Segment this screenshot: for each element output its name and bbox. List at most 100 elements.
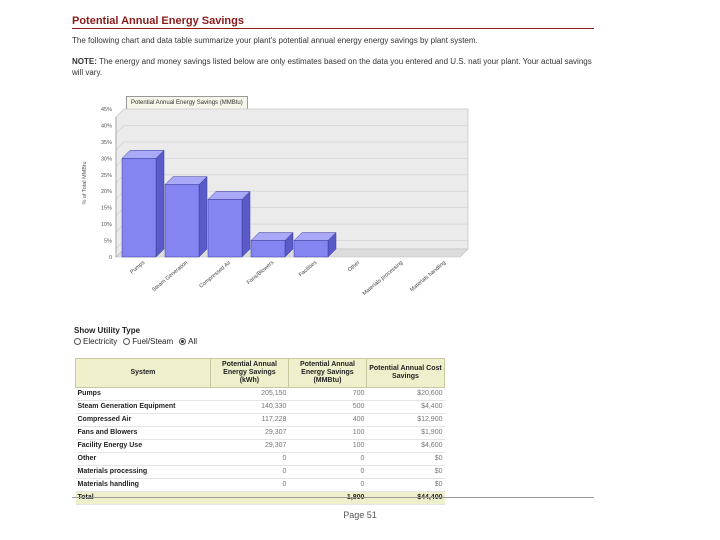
table-row: Other 0 0 $0 bbox=[75, 452, 445, 466]
column-header-mmbtu: Potential Annual Energy Savings (MMBtu) bbox=[287, 358, 367, 388]
cell-system: Materials processing bbox=[75, 465, 211, 479]
page-number: Page 51 bbox=[343, 510, 377, 520]
savings-table: System Potential Annual Energy Savings (… bbox=[75, 358, 446, 505]
x-tick-label: Materials processing bbox=[362, 260, 404, 297]
column-header-cost: Potential Annual Cost Savings bbox=[365, 358, 446, 388]
bar bbox=[121, 158, 157, 258]
cell-cost: $4,600 bbox=[366, 439, 445, 453]
total-label: Total bbox=[75, 491, 211, 505]
cell-system: Materials handling bbox=[75, 478, 211, 492]
column-header-system: System bbox=[75, 358, 211, 388]
y-tick-label: 5% bbox=[104, 239, 112, 245]
table-row: Steam Generation Equipment 140,330 500 $4,4… bbox=[75, 400, 445, 414]
table-row: Materials processing 0 0 $0 bbox=[75, 465, 445, 479]
total-kwh bbox=[210, 491, 289, 505]
cell-mmbtu: 0 bbox=[288, 478, 367, 492]
cell-system: Pumps bbox=[75, 387, 211, 401]
y-tick-label: 35% bbox=[101, 140, 112, 146]
cell-cost: $0 bbox=[366, 478, 445, 492]
bar bbox=[250, 240, 286, 258]
radio-electricity[interactable] bbox=[74, 338, 81, 346]
y-tick-label: 10% bbox=[101, 222, 112, 228]
cell-mmbtu: 100 bbox=[288, 439, 367, 453]
cell-kwh: 29,307 bbox=[210, 439, 289, 453]
cell-cost: $12,900 bbox=[366, 413, 445, 427]
x-tick-label: Compressed Air bbox=[198, 260, 232, 290]
radio-fuel-steam[interactable] bbox=[123, 338, 131, 346]
bar-side bbox=[198, 176, 208, 258]
y-tick-label: 25% bbox=[101, 173, 112, 179]
utility-option-label: All bbox=[188, 337, 198, 346]
cell-cost: $4,400 bbox=[366, 400, 445, 414]
cell-cost: $0 bbox=[366, 465, 445, 479]
table-row: Fans and Blowers 29,307 100 $1,900 bbox=[75, 426, 445, 440]
y-tick-label: 45% bbox=[101, 107, 112, 113]
x-tick-label: Other bbox=[347, 260, 362, 274]
utility-option-label: Electricity bbox=[83, 337, 118, 346]
cell-mmbtu: 500 bbox=[288, 400, 367, 414]
utility-option-label: Fuel/Steam bbox=[132, 337, 174, 346]
table-row: Facility Energy Use 29,307 100 $4,600 bbox=[75, 439, 445, 453]
title-divider bbox=[72, 28, 594, 29]
utility-option-all[interactable]: All bbox=[179, 337, 197, 346]
cell-cost: $20,600 bbox=[366, 387, 445, 401]
cell-mmbtu: 400 bbox=[288, 413, 367, 427]
bar bbox=[164, 184, 200, 258]
total-mmbtu: 1,800 bbox=[288, 491, 367, 505]
cell-mmbtu: 0 bbox=[288, 452, 367, 466]
utility-type-selector: Show Utility Type Electricity Fuel/Steam… bbox=[74, 326, 197, 346]
utility-title: Show Utility Type bbox=[74, 326, 141, 335]
gridline-depth bbox=[115, 108, 125, 118]
total-cost: $44,400 bbox=[366, 491, 445, 505]
chart-tab[interactable]: Potential Annual Energy Savings (MMBtu) bbox=[126, 96, 248, 109]
cell-mmbtu: 700 bbox=[288, 387, 367, 401]
y-tick-label: 30% bbox=[101, 156, 112, 162]
table-total-row: Total 1,800$44,400 bbox=[75, 491, 445, 505]
cell-kwh: 0 bbox=[210, 465, 289, 479]
savings-bar-chart: 0 5% 10% 15% 20% 25% 30% 35% 40% 45% % of Total MM… bbox=[82, 107, 469, 297]
utility-option-fuel-steam[interactable]: Fuel/Steam bbox=[123, 337, 173, 346]
cell-system: Compressed Air bbox=[75, 413, 211, 427]
y-axis-label: % of Total MMBtu bbox=[82, 162, 88, 205]
note-body: The energy and money savings listed belo… bbox=[72, 57, 592, 77]
bottom-divider bbox=[72, 497, 594, 498]
gridline-depth bbox=[115, 141, 125, 151]
note-label: NOTE: bbox=[72, 57, 97, 66]
cell-kwh: 140,330 bbox=[210, 400, 289, 414]
table-row: Materials handling 0 0 $0 bbox=[75, 478, 445, 492]
y-tick-label: 40% bbox=[101, 123, 112, 129]
x-tick-label: Materials handling bbox=[409, 260, 447, 293]
note-text: NOTE: The energy and money savings liste… bbox=[72, 56, 600, 78]
x-tick-label: Steam Generation bbox=[151, 260, 189, 293]
utility-option-electricity[interactable]: Electricity bbox=[74, 337, 117, 346]
cell-system: Steam Generation Equipment bbox=[75, 400, 211, 414]
radio-all[interactable] bbox=[179, 338, 187, 346]
cell-kwh: 205,150 bbox=[210, 387, 289, 401]
x-tick-label: Pumps bbox=[129, 260, 146, 276]
bar bbox=[207, 199, 243, 258]
x-tick-label: Facilities bbox=[298, 260, 318, 279]
table-row: Pumps 205,150 700 $20,600 bbox=[75, 387, 445, 401]
y-tick-label: 15% bbox=[101, 206, 112, 212]
bar-side bbox=[155, 149, 165, 258]
gridline-depth bbox=[115, 125, 125, 134]
cell-kwh: 0 bbox=[210, 452, 289, 466]
cell-kwh: 117,228 bbox=[210, 413, 289, 427]
y-tick-label: 0 bbox=[109, 255, 112, 261]
x-tick-label: Fans/Blowers bbox=[246, 260, 276, 286]
cell-mmbtu: 0 bbox=[288, 465, 367, 479]
page-title: Potential Annual Energy Savings bbox=[72, 15, 244, 27]
column-header-kwh: Potential Annual Energy Savings (kWh) bbox=[209, 358, 289, 388]
cell-kwh: 0 bbox=[210, 478, 289, 492]
cell-kwh: 29,307 bbox=[210, 426, 289, 440]
cell-system: Facility Energy Use bbox=[75, 439, 211, 453]
y-tick-label: 20% bbox=[101, 189, 112, 195]
table-row: Compressed Air 117,228 400 $12,900 bbox=[75, 413, 445, 427]
cell-mmbtu: 100 bbox=[288, 426, 367, 440]
bar-side bbox=[241, 190, 251, 258]
bar bbox=[293, 240, 329, 258]
description-text: The following chart and data table summa… bbox=[72, 36, 478, 45]
table-header-row: System Potential Annual Energy Savings (… bbox=[75, 358, 446, 388]
cell-cost: $0 bbox=[366, 452, 445, 466]
cell-cost: $1,900 bbox=[366, 426, 445, 440]
